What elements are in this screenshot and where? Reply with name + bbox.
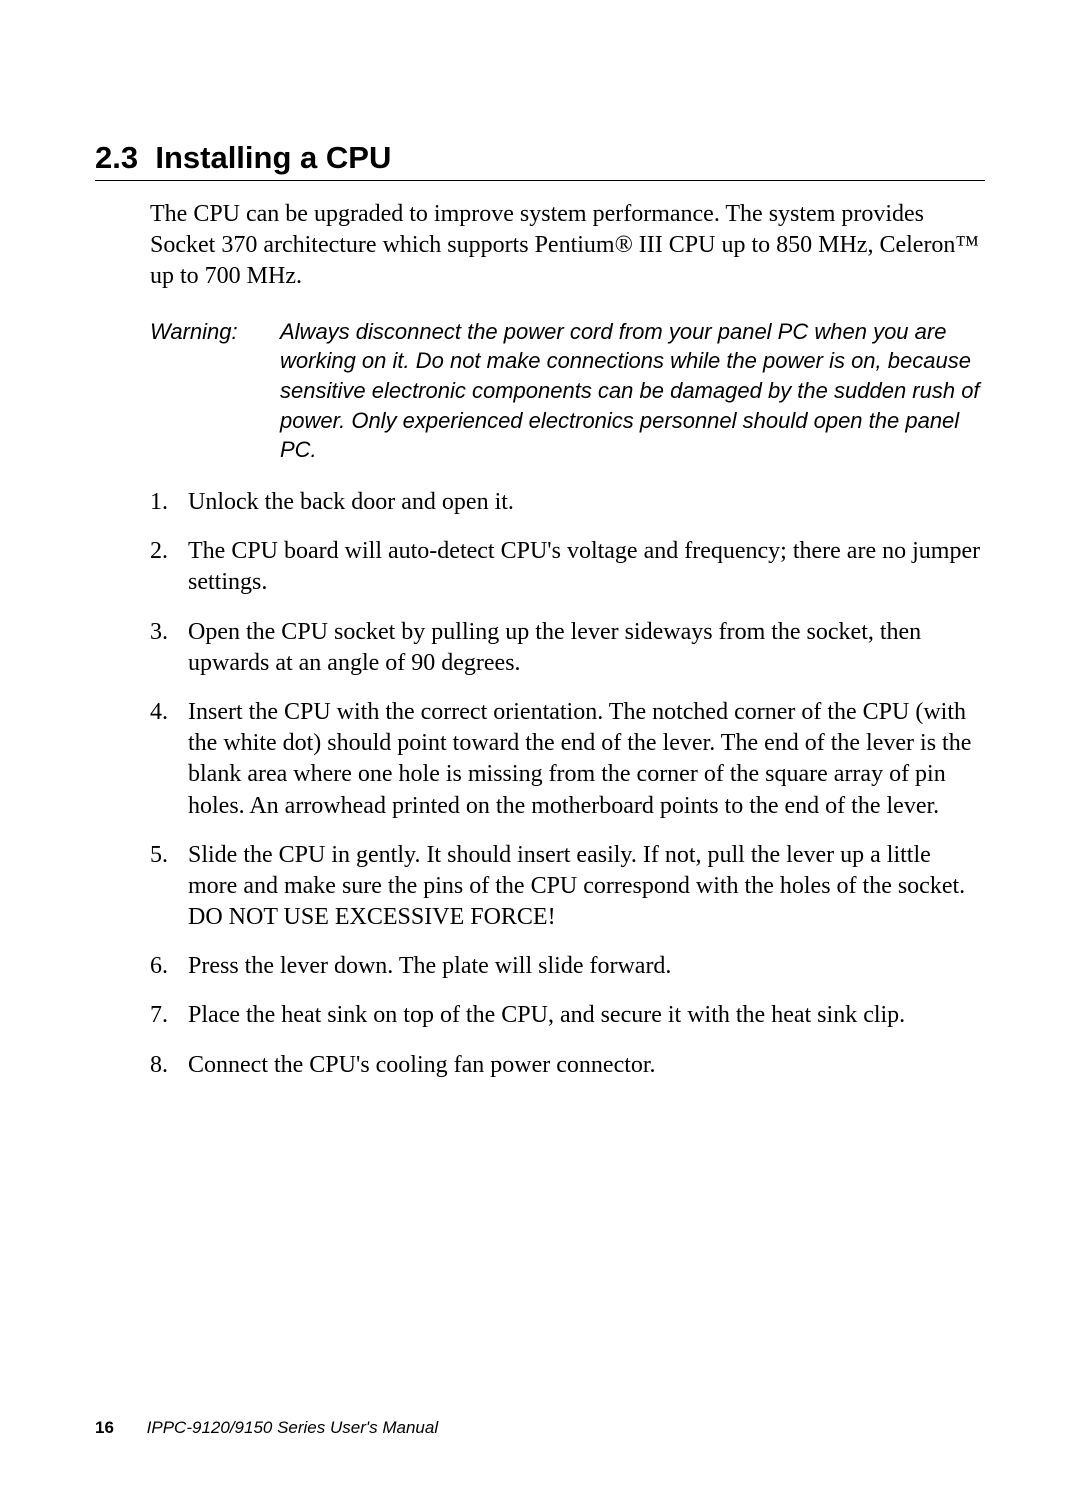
manual-title: IPPC-9120/9150 Series User's Manual xyxy=(147,1418,438,1437)
step-item: Insert the CPU with the correct orientat… xyxy=(150,697,985,822)
section-number: 2.3 xyxy=(95,140,138,175)
warning-block: Warning: Always disconnect the power cor… xyxy=(150,317,985,465)
section-heading: 2.3 Installing a CPU xyxy=(95,140,985,176)
page-number: 16 xyxy=(95,1418,114,1437)
step-item: Slide the CPU in gently. It should inser… xyxy=(150,840,985,934)
intro-paragraph: The CPU can be upgraded to improve syste… xyxy=(150,199,985,293)
step-item: Unlock the back door and open it. xyxy=(150,487,985,518)
page-footer: 16 IPPC-9120/9150 Series User's Manual xyxy=(95,1418,438,1438)
body-content: The CPU can be upgraded to improve syste… xyxy=(95,199,985,1081)
heading-rule xyxy=(95,180,985,181)
warning-text: Always disconnect the power cord from yo… xyxy=(280,317,985,465)
steps-list: Unlock the back door and open it. The CP… xyxy=(150,487,985,1081)
step-item: Connect the CPU's cooling fan power conn… xyxy=(150,1050,985,1081)
step-item: Open the CPU socket by pulling up the le… xyxy=(150,617,985,679)
step-item: Place the heat sink on top of the CPU, a… xyxy=(150,1000,985,1031)
step-item: Press the lever down. The plate will sli… xyxy=(150,951,985,982)
step-item: The CPU board will auto-detect CPU's vol… xyxy=(150,536,985,598)
warning-label: Warning: xyxy=(150,317,280,465)
section-title: Installing a CPU xyxy=(155,140,391,175)
